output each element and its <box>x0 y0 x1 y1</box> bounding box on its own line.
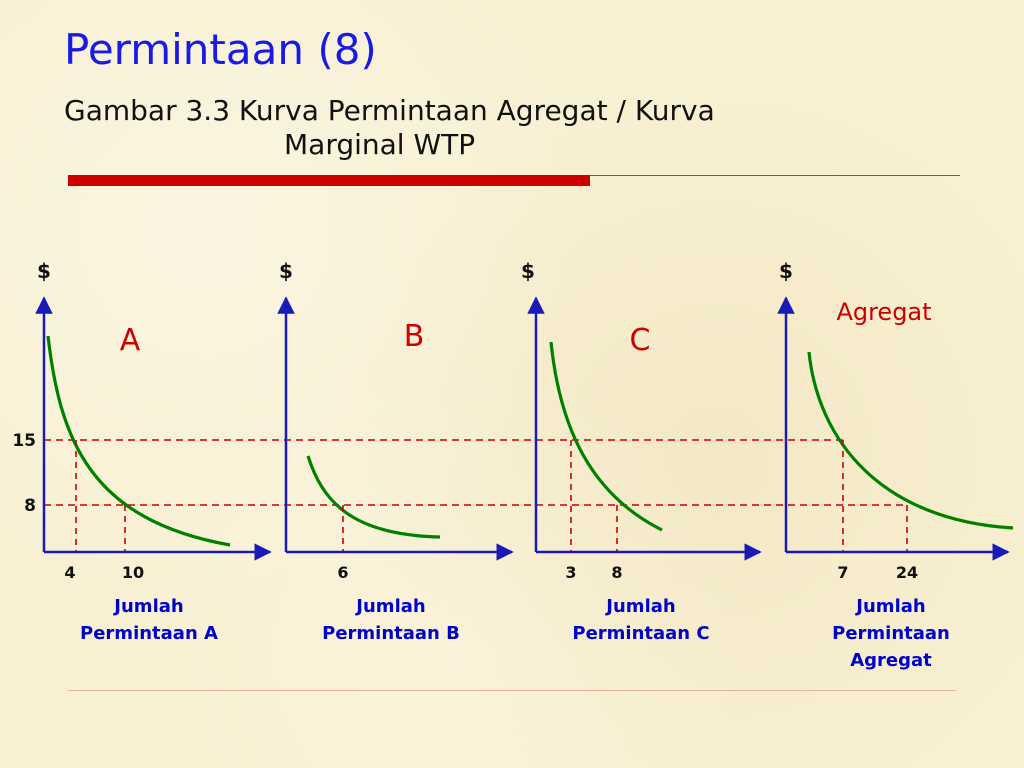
panel-4-x-tick-24: 24 <box>896 563 918 582</box>
figure-caption: Gambar 3.3 Kurva Permintaan Agregat / Ku… <box>64 94 944 162</box>
panel-3-x-axis-title-line-1: Jumlah <box>604 596 675 617</box>
panel-3-x-tick-3: 3 <box>565 563 576 582</box>
panel-2-y-axis-label: $ <box>279 259 293 283</box>
panel-4-x-axis-title-line-1: Jumlah <box>854 596 925 617</box>
footer-divider <box>68 690 956 691</box>
panel-4-x-axis-title-line-3: Agregat <box>850 650 932 671</box>
panel-4-x-axis-title-line-2: Permintaan <box>832 623 950 644</box>
panel-3-demand-curve <box>549 341 663 532</box>
panel-4-panel-label: Agregat <box>836 298 931 326</box>
panel-1-x-axis-title-line-1: Jumlah <box>112 596 183 617</box>
panel-2-panel-label: B <box>404 319 425 354</box>
slide-title: Permintaan (8) <box>64 25 377 74</box>
panel-2-demand-curve <box>306 455 441 539</box>
panel-1-y-axis-label: $ <box>37 259 51 283</box>
panel-2-x-tick-6: 6 <box>337 563 348 582</box>
panel-4-y-axis-label: $ <box>779 259 793 283</box>
panel-4-x-tick-7: 7 <box>837 563 848 582</box>
panel-1-y-tick-15: 15 <box>12 431 36 451</box>
title-divider-thick <box>68 175 590 186</box>
panel-1-demand-curve <box>46 335 231 547</box>
panel-3-y-axis-label: $ <box>521 259 535 283</box>
panel-1-y-tick-8: 8 <box>24 496 36 516</box>
panel-1-x-tick-10: 10 <box>122 563 144 582</box>
panel-1-x-axis-title-line-2: Permintaan A <box>80 623 218 644</box>
figure-caption-line-1: Gambar 3.3 Kurva Permintaan Agregat / Ku… <box>64 94 715 127</box>
figure-caption-line-2: Marginal WTP <box>284 128 476 161</box>
panel-3-panel-label: C <box>630 323 651 358</box>
panel-4-demand-curve <box>807 351 1014 530</box>
title-divider-thin <box>590 175 960 176</box>
panel-3-x-tick-8: 8 <box>611 563 622 582</box>
panel-1-panel-label: A <box>120 323 141 358</box>
panel-2-x-axis-title-line-1: Jumlah <box>354 596 425 617</box>
panel-2-x-axis-title-line-2: Permintaan B <box>322 623 460 644</box>
panel-1-x-tick-4: 4 <box>64 563 75 582</box>
panel-3-x-axis-title-line-2: Permintaan C <box>572 623 709 644</box>
